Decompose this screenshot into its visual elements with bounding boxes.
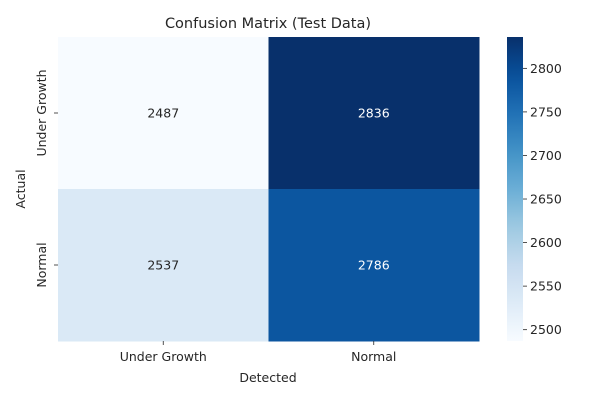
colorbar-tick-label: 2700 bbox=[530, 148, 562, 163]
colorbar-tick-label: 2750 bbox=[530, 104, 562, 119]
heatmap-cell bbox=[268, 189, 480, 342]
x-axis-label: Detected bbox=[239, 370, 296, 385]
cell-value-label: 2786 bbox=[358, 258, 390, 273]
colorbar-tick-label: 2800 bbox=[530, 61, 562, 76]
heatmap-cells: 2487 2836 2537 2786 bbox=[58, 37, 480, 342]
heatmap-cell bbox=[58, 37, 269, 190]
colorbar-tick-label: 2650 bbox=[530, 192, 562, 207]
y-tick-label: Normal bbox=[34, 242, 49, 287]
y-axis-label: Actual bbox=[13, 169, 28, 208]
heatmap-cell bbox=[268, 37, 480, 190]
colorbar-tick-label: 2550 bbox=[530, 279, 562, 294]
colorbar bbox=[507, 37, 523, 341]
x-tick-labels: Under Growth Normal bbox=[120, 341, 396, 364]
cell-value-label: 2537 bbox=[147, 258, 179, 273]
colorbar-tick-label: 2500 bbox=[530, 322, 562, 337]
colorbar-ticks: 2500 2550 2600 2650 2700 2750 2800 bbox=[523, 61, 562, 337]
x-tick-label: Normal bbox=[351, 349, 396, 364]
y-tick-label: Under Growth bbox=[34, 69, 49, 156]
chart-title: Confusion Matrix (Test Data) bbox=[165, 16, 371, 32]
cell-value-label: 2836 bbox=[358, 106, 390, 121]
colorbar-tick-label: 2600 bbox=[530, 235, 562, 250]
cell-value-label: 2487 bbox=[147, 106, 179, 121]
x-tick-label: Under Growth bbox=[120, 349, 207, 364]
heatmap-cell bbox=[58, 189, 269, 342]
y-tick-labels: Under Growth Normal bbox=[34, 69, 58, 288]
